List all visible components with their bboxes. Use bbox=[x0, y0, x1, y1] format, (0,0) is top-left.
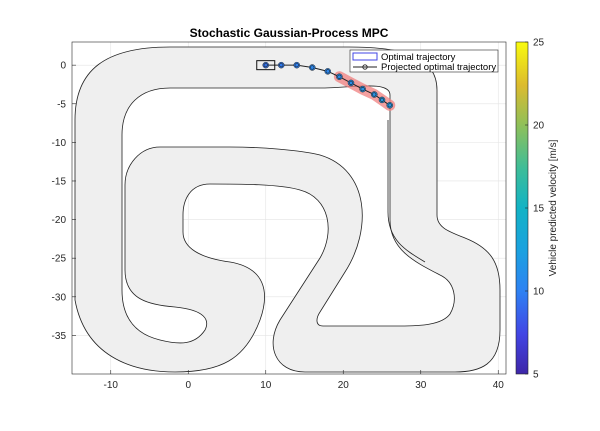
y-tick-label: -5 bbox=[57, 99, 66, 110]
x-axis-ticks: -10 0 10 20 30 40 bbox=[104, 370, 505, 391]
projected-trajectory-point bbox=[294, 63, 299, 68]
y-tick-label: -35 bbox=[52, 331, 67, 342]
projected-trajectory-point bbox=[387, 103, 392, 108]
colorbar: 5 10 15 20 25 Vehicle predicted velocity [m/… bbox=[515, 38, 559, 381]
optimal-trajectory-point bbox=[336, 73, 343, 80]
optimal-trajectory-point bbox=[293, 61, 300, 69]
optimal-trajectory-point bbox=[378, 96, 386, 104]
track-middle-boundary bbox=[387, 120, 426, 263]
projected-trajectory-point bbox=[348, 80, 354, 86]
y-tick-label: -10 bbox=[52, 138, 67, 149]
trajectory-layer bbox=[256, 60, 396, 111]
projected-trajectory-point bbox=[263, 63, 268, 68]
optimal-trajectory-point bbox=[262, 61, 269, 69]
colorbar-tick-label: 5 bbox=[533, 370, 539, 381]
legend-entry-projected-optimal-trajectory: Projected optimal trajectory bbox=[381, 62, 496, 73]
colorbar-label: Vehicle predicted velocity [m/s] bbox=[548, 139, 559, 276]
projected-trajectory-point bbox=[310, 65, 315, 70]
legend-box bbox=[349, 49, 499, 73]
legend-swatch-optimal bbox=[352, 52, 378, 61]
track-inner-boundary bbox=[121, 85, 455, 344]
y-axis-ticks: 0 -5 -10 -15 -20 -25 -30 -35 bbox=[52, 61, 76, 342]
x-tick-label: 40 bbox=[493, 380, 505, 391]
chart-title: Stochastic Gaussian-Process MPC bbox=[190, 26, 389, 40]
optimal-trajectory-point bbox=[347, 79, 355, 87]
y-tick-label: 0 bbox=[60, 61, 66, 72]
y-tick-label: -15 bbox=[52, 176, 67, 187]
colorbar-tick-label: 25 bbox=[533, 38, 545, 49]
projected-trajectory-point bbox=[372, 92, 377, 97]
optimal-trajectory-point bbox=[309, 64, 316, 71]
colorbar-tick-label: 15 bbox=[533, 204, 545, 215]
x-tick-label: 30 bbox=[415, 380, 427, 391]
axes-frame bbox=[71, 41, 507, 375]
projected-trajectory-point bbox=[279, 63, 284, 68]
colorbar-ticks: 5 10 15 20 25 bbox=[525, 38, 545, 381]
projected-trajectory-point bbox=[337, 74, 342, 79]
x-tick-label: 0 bbox=[185, 380, 191, 391]
legend-swatch-projected-marker bbox=[362, 64, 368, 70]
vehicle-marker bbox=[256, 60, 276, 71]
optimal-trajectory-point bbox=[371, 91, 378, 98]
projected-trajectory-point bbox=[379, 97, 385, 103]
optimal-trajectory-point bbox=[359, 85, 366, 93]
x-tick-label: -10 bbox=[104, 380, 119, 391]
y-tick-label: -25 bbox=[52, 254, 67, 265]
optimal-trajectory-point bbox=[324, 68, 331, 75]
legend-entry-optimal-trajectory: Optimal trajectory bbox=[381, 52, 456, 63]
legend: Optimal trajectory Projected optimal tra… bbox=[349, 49, 499, 73]
colorbar-tick-label: 20 bbox=[533, 121, 545, 132]
optimal-trajectory-point bbox=[386, 102, 393, 109]
y-tick-label: -20 bbox=[52, 215, 67, 226]
projected-trajectory-point bbox=[325, 69, 330, 74]
projected-trajectory-point bbox=[360, 86, 365, 92]
colorbar-tick-label: 10 bbox=[533, 287, 545, 298]
optimal-trajectory-point bbox=[278, 61, 285, 69]
x-tick-label: 20 bbox=[338, 380, 350, 391]
y-tick-label: -30 bbox=[52, 292, 67, 303]
x-tick-label: 10 bbox=[260, 380, 272, 391]
